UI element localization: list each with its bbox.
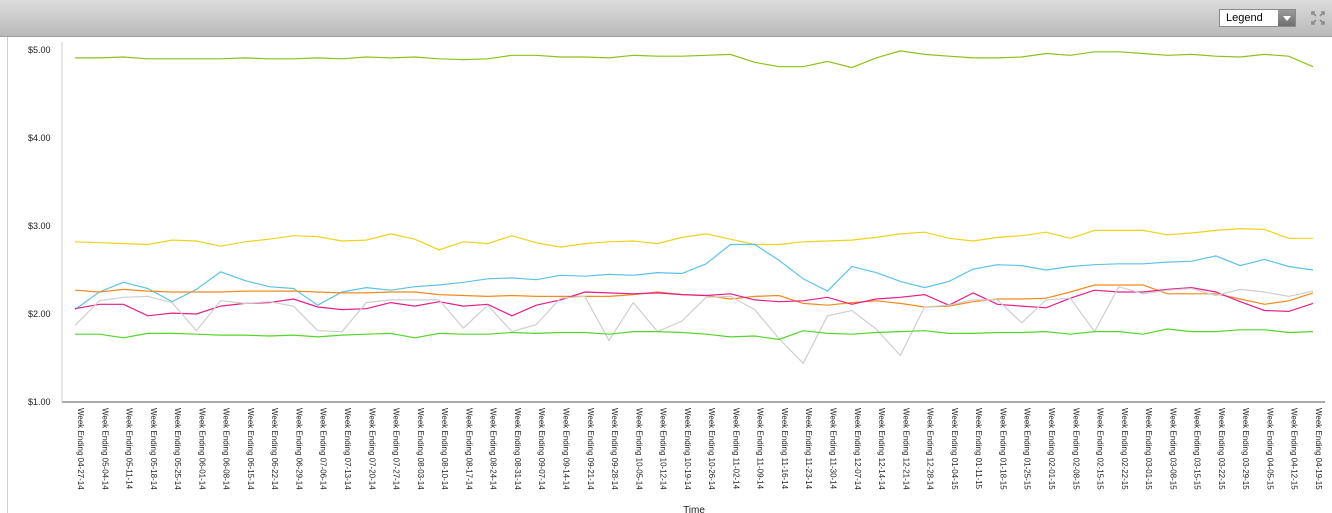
x-tick-label: Week Ending 04-05-15	[1265, 408, 1274, 490]
y-axis: $1.00 $2.00 $3.00 $4.00 $5.00	[28, 45, 51, 407]
x-tick-label: Week Ending 05-25-14	[173, 408, 182, 490]
x-tick-label: Week Ending 06-29-14	[294, 408, 303, 490]
x-tick-label: Week Ending 10-12-14	[659, 408, 668, 490]
x-tick-label: Week Ending 05-11-14	[125, 408, 134, 490]
series-line-4	[74, 284, 1314, 308]
x-tick-label: Week Ending 09-21-14	[586, 408, 595, 490]
y-tick-label: $1.00	[28, 397, 51, 407]
x-tick-label: Week Ending 11-02-14	[731, 408, 740, 490]
x-tick-label: Week Ending 03-29-15	[1241, 408, 1250, 490]
x-tick-label: Week Ending 02-01-15	[1047, 408, 1056, 490]
x-tick-label: Week Ending 02-08-15	[1071, 408, 1080, 490]
x-tick-label: Week Ending 01-18-15	[998, 408, 1007, 490]
y-tick-label: $3.00	[28, 221, 51, 231]
x-tick-label: Week Ending 02-15-15	[1096, 408, 1105, 490]
left-divider	[7, 37, 8, 513]
x-tick-label: Week Ending 08-10-14	[440, 408, 449, 490]
x-tick-label: Week Ending 09-14-14	[561, 408, 570, 490]
x-tick-label: Week Ending 02-22-15	[1120, 408, 1129, 490]
x-tick-label: Week Ending 12-14-14	[877, 408, 886, 490]
x-axis: Week Ending 04-27-14 Week Ending 05-04-14…	[76, 408, 1323, 490]
x-tick-label: Week Ending 11-30-14	[829, 408, 838, 490]
x-tick-label: Week Ending 08-24-14	[489, 408, 498, 490]
y-tick-label: $2.00	[28, 309, 51, 319]
x-axis-title: Time	[683, 505, 705, 513]
series-line-1	[75, 50, 1314, 69]
legend-dropdown-label: Legend	[1226, 12, 1263, 24]
x-tick-label: Week Ending 04-27-14	[76, 408, 85, 490]
x-tick-label: Week Ending 07-20-14	[367, 408, 376, 490]
x-tick-label: Week Ending 09-07-14	[537, 408, 546, 490]
x-tick-label: Week Ending 07-06-14	[319, 408, 328, 490]
x-tick-label: Week Ending 06-08-14	[222, 408, 231, 490]
x-tick-label: Week Ending 07-13-14	[343, 408, 352, 490]
legend-dropdown-button[interactable]	[1278, 10, 1295, 26]
expand-icon[interactable]	[1310, 10, 1326, 26]
x-tick-label: Week Ending 05-18-14	[149, 408, 158, 490]
x-tick-label: Week Ending 10-05-14	[634, 408, 643, 490]
x-tick-label: Week Ending 12-21-14	[901, 408, 910, 490]
series-line-5	[74, 286, 1314, 317]
series-line-3	[74, 243, 1314, 311]
y-tick-label: $5.00	[28, 45, 51, 55]
x-tick-label: Week Ending 11-23-14	[804, 408, 813, 490]
x-tick-label: Week Ending 08-03-14	[416, 408, 425, 490]
x-tick-label: Week Ending 07-27-14	[392, 408, 401, 490]
y-tick-label: $4.00	[28, 133, 51, 143]
x-tick-label: Week Ending 03-01-15	[1144, 408, 1153, 490]
x-tick-label: Week Ending 04-19-15	[1314, 408, 1323, 490]
x-tick-label: Week Ending 05-04-14	[100, 408, 109, 490]
x-tick-label: Week Ending 03-22-15	[1217, 408, 1226, 490]
series-line-7	[75, 328, 1314, 341]
x-tick-label: Week Ending 12-28-14	[926, 408, 935, 490]
x-tick-label: Week Ending 01-25-15	[1023, 408, 1032, 490]
x-tick-label: Week Ending 09-28-14	[610, 408, 619, 490]
x-tick-label: Week Ending 11-09-14	[756, 408, 765, 490]
x-tick-label: Week Ending 06-01-14	[197, 408, 206, 490]
x-tick-label: Week Ending 10-19-14	[683, 408, 692, 490]
x-tick-label: Week Ending 11-16-14	[780, 408, 789, 490]
series-lines	[74, 50, 1314, 365]
x-tick-label: Week Ending 06-15-14	[246, 408, 255, 490]
x-tick-label: Week Ending 03-08-15	[1168, 408, 1177, 490]
x-tick-label: Week Ending 04-12-15	[1290, 408, 1299, 490]
x-tick-label: Week Ending 01-04-15	[950, 408, 959, 490]
line-chart: $1.00 $2.00 $3.00 $4.00 $5.00 Week Ending 04…	[28, 42, 1325, 513]
x-tick-label: Week Ending 12-07-14	[853, 408, 862, 490]
legend-dropdown[interactable]: Legend	[1219, 9, 1296, 27]
x-tick-label: Week Ending 08-17-14	[464, 408, 473, 490]
x-tick-label: Week Ending 03-15-15	[1193, 408, 1202, 490]
x-tick-label: Week Ending 08-31-14	[513, 408, 522, 490]
series-line-2	[74, 227, 1313, 251]
x-tick-label: Week Ending 01-11-15	[974, 408, 983, 490]
x-tick-label: Week Ending 10-26-14	[707, 408, 716, 490]
x-tick-label: Week Ending 06-22-14	[270, 408, 279, 490]
chevron-down-icon	[1283, 16, 1291, 21]
series-line-6	[74, 285, 1314, 365]
chart-toolbar	[0, 0, 1332, 37]
